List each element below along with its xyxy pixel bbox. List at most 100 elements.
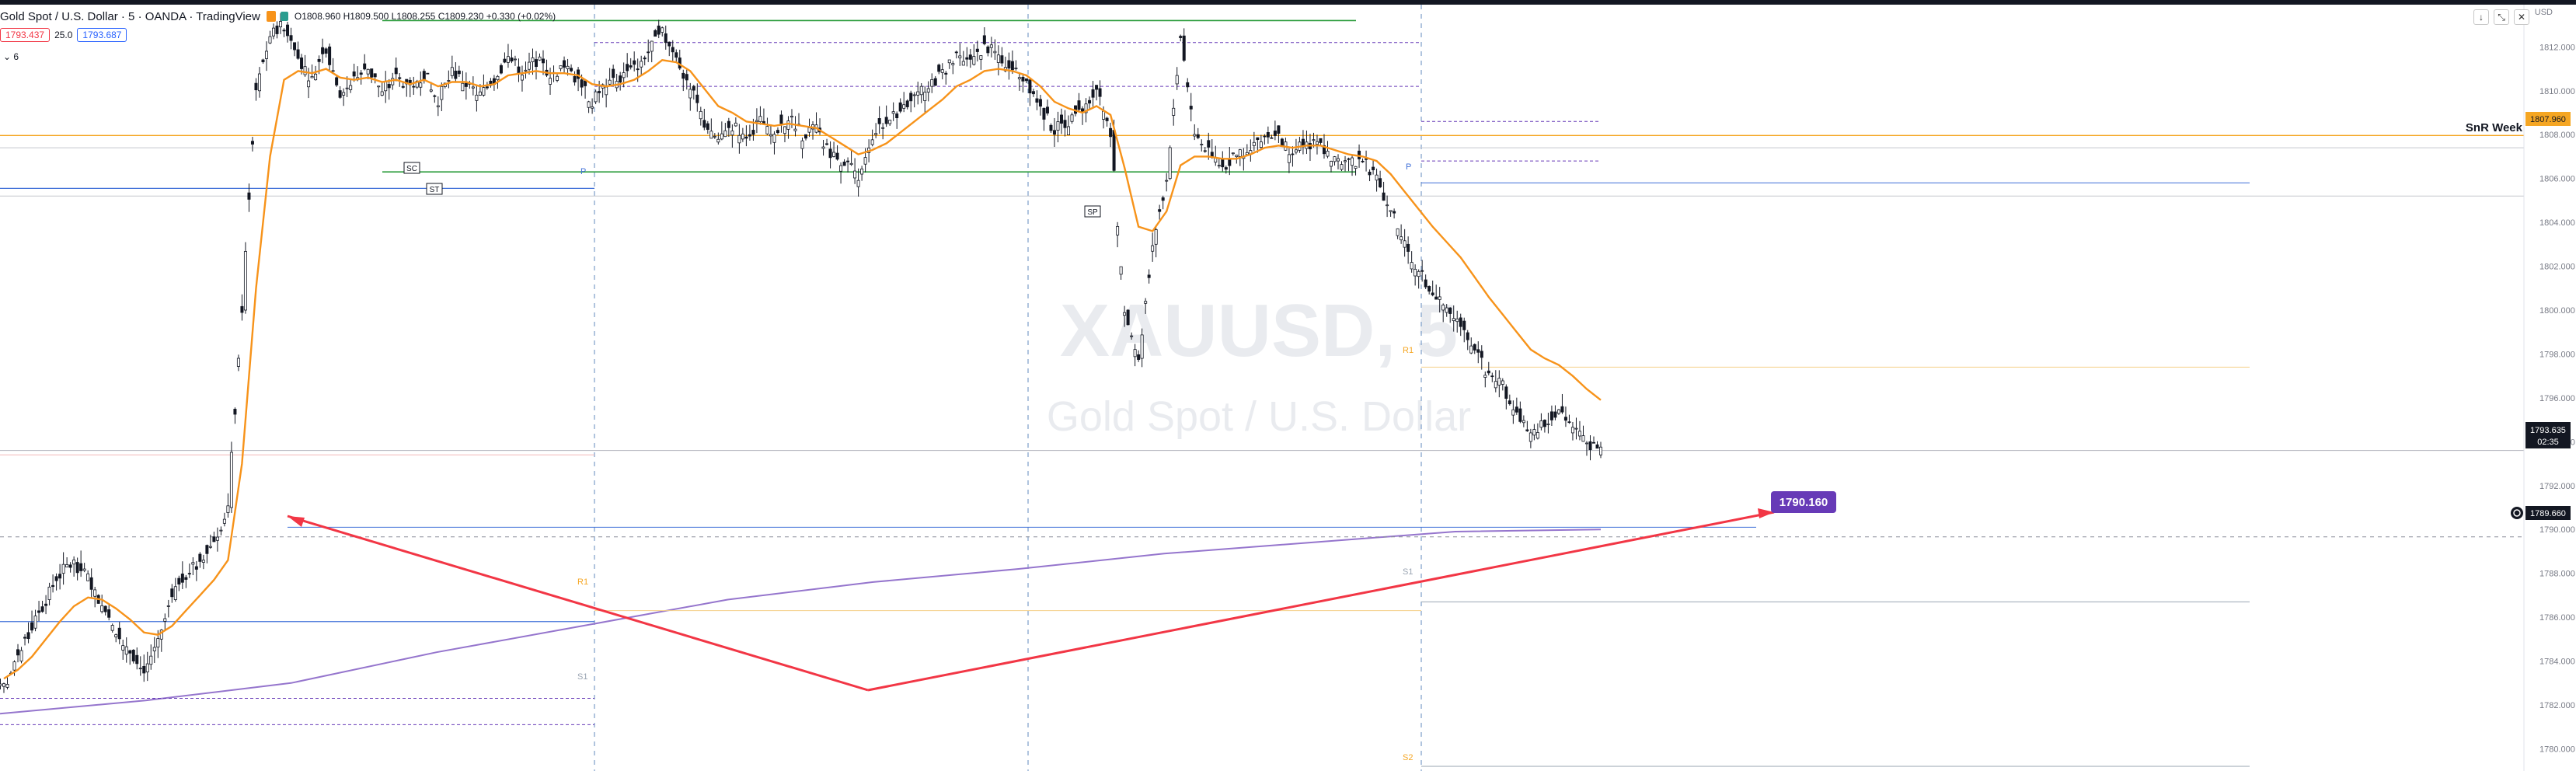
buy-button[interactable]: 1793.687	[77, 28, 127, 42]
candle	[93, 589, 97, 597]
candle	[643, 58, 647, 60]
candle	[447, 80, 451, 82]
candle	[307, 80, 311, 88]
candle	[1224, 167, 1228, 170]
candle	[1165, 180, 1169, 182]
candle	[1084, 103, 1088, 113]
candle	[429, 89, 433, 92]
symbol-title[interactable]: Gold Spot / U.S. Dollar · 5 · OANDA · Tr…	[0, 9, 260, 23]
candle	[177, 577, 181, 584]
candle	[1459, 317, 1462, 327]
candle	[681, 72, 685, 79]
candle	[1563, 417, 1567, 421]
price-axis[interactable]: 1780.000 1782.000 1784.000 1786.000 1788.000…	[2523, 5, 2575, 771]
candle	[121, 645, 125, 651]
candle	[517, 66, 521, 74]
candle	[821, 146, 825, 149]
candle	[1413, 268, 1417, 277]
candle	[173, 586, 177, 600]
candle	[461, 82, 465, 92]
watermark-symbol: XAUUSD, 5	[1060, 289, 1458, 372]
candle	[1490, 375, 1494, 378]
candle	[524, 69, 528, 72]
candle	[138, 668, 142, 670]
candle	[1469, 345, 1473, 354]
candle	[986, 46, 990, 54]
candle	[1438, 296, 1441, 300]
plus-icon[interactable]	[2511, 507, 2523, 519]
moving-average-line	[3, 59, 1602, 680]
candle	[1452, 318, 1455, 321]
candle	[184, 577, 188, 580]
candle	[884, 117, 888, 124]
candle	[1259, 141, 1263, 148]
y-tick-label: 1800.000	[2539, 306, 2575, 316]
candle	[1410, 262, 1413, 270]
candle	[152, 647, 156, 651]
y-tick-label: 1792.000	[2539, 482, 2575, 491]
candle	[549, 78, 552, 85]
candle	[1161, 197, 1165, 201]
candle	[47, 586, 51, 600]
candle	[1158, 209, 1162, 212]
candle	[520, 75, 524, 81]
candle	[1518, 408, 1522, 422]
candle	[166, 605, 170, 607]
candle	[1535, 432, 1539, 439]
candle	[1581, 435, 1585, 442]
candle	[790, 115, 793, 118]
candle	[587, 101, 591, 108]
candle	[1354, 166, 1358, 169]
candle	[33, 616, 37, 629]
candle	[384, 81, 388, 92]
candle	[1504, 386, 1508, 399]
candle	[345, 87, 349, 89]
sell-button[interactable]: 1793.437	[0, 28, 51, 42]
candle	[61, 563, 65, 574]
candle	[828, 148, 832, 159]
candle	[1144, 301, 1148, 304]
candle	[1010, 61, 1014, 71]
candle	[1532, 429, 1536, 436]
candle	[387, 84, 391, 89]
candle	[863, 157, 867, 165]
indicator-toggle[interactable]: ⌄ 6	[3, 51, 19, 62]
snr-price-tag: 1807.960	[2525, 112, 2571, 126]
r1-label: R1	[577, 577, 588, 587]
candle	[75, 562, 79, 574]
candle	[937, 65, 941, 72]
window-top-bar	[0, 0, 2576, 5]
candle	[475, 94, 479, 101]
candle	[685, 74, 688, 81]
candle	[734, 122, 737, 127]
candle	[215, 536, 219, 541]
candle	[135, 654, 139, 665]
download-icon[interactable]: ↓	[2473, 9, 2489, 25]
candle	[1567, 421, 1571, 424]
price-chart[interactable]: XAUUSD, 5 Gold Spot / U.S. Dollar 1790.1…	[0, 5, 2576, 771]
candle	[100, 605, 104, 612]
target-price-label[interactable]: 1790.160	[1771, 491, 1836, 513]
candle	[598, 91, 601, 93]
candle	[1189, 106, 1193, 110]
candle	[783, 126, 786, 134]
candle	[958, 55, 962, 58]
close-icon[interactable]: ✕	[2514, 9, 2529, 25]
svg-text:1789.660: 1789.660	[2530, 509, 2566, 518]
candle	[909, 92, 913, 102]
candle	[394, 68, 398, 75]
candle	[1417, 270, 1420, 277]
candle	[832, 152, 836, 157]
candle	[296, 49, 300, 59]
candle	[577, 69, 580, 79]
candle	[1133, 349, 1137, 358]
collapse-icon[interactable]: ⤡	[2494, 9, 2509, 25]
arrow-drawing[interactable]	[287, 508, 1775, 692]
candle	[527, 61, 531, 70]
candle	[930, 79, 934, 87]
candle	[212, 536, 216, 542]
candle	[450, 67, 454, 76]
candle	[702, 120, 706, 128]
candle	[142, 666, 146, 674]
candle	[688, 89, 692, 99]
